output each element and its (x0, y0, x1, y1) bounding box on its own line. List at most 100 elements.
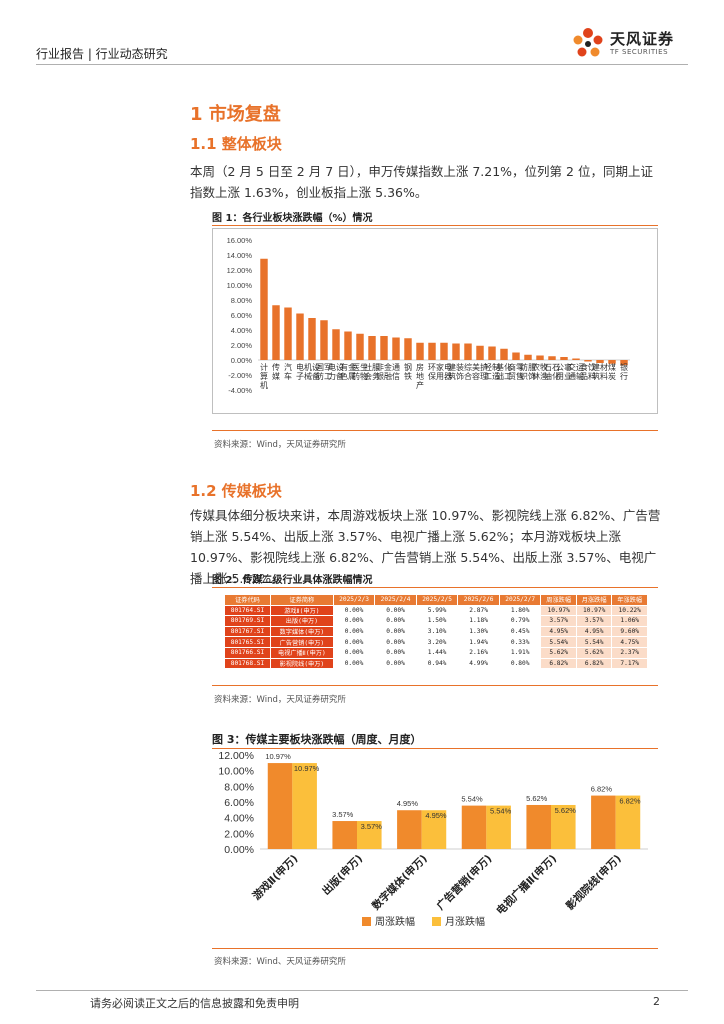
data-label: 4.95% (397, 799, 419, 808)
data-label: 5.54% (490, 807, 512, 816)
table-cell: 0.33% (498, 636, 542, 648)
subsection-heading-overall: 1.1 整体板块 (190, 135, 282, 153)
table-header-cell: 月涨跌幅 (575, 594, 613, 606)
svg-text:制: 制 (492, 362, 500, 372)
x-tick-label: 传媒 (272, 362, 280, 381)
table-cell: 0.00% (332, 625, 376, 638)
svg-text:工: 工 (484, 372, 492, 381)
svg-text:筑: 筑 (448, 371, 456, 381)
table-cell: 6.82% (540, 657, 577, 670)
y-tick-label: -4.00% (228, 386, 252, 395)
table-cell: 801765.SI (224, 636, 271, 648)
svg-text:地: 地 (416, 371, 424, 381)
svg-text:务: 务 (372, 371, 380, 381)
y-tick-label: 16.00% (227, 236, 253, 245)
svg-text:生: 生 (360, 362, 368, 372)
y-tick-label: 2.00% (224, 828, 254, 840)
svg-text:设: 设 (336, 362, 344, 372)
table-cell: 5.54% (540, 636, 577, 648)
table-header-cell: 2025/2/6 (457, 594, 500, 606)
figure3-source: 资料来源：Wind、天风证券研究所 (214, 957, 346, 967)
svg-text:融: 融 (384, 371, 392, 381)
data-label: 6.82% (619, 797, 641, 806)
svg-text:事: 事 (564, 362, 572, 372)
bar (392, 337, 400, 360)
svg-text:保: 保 (428, 371, 436, 381)
bar (548, 356, 556, 360)
x-tick-label: 数字媒体(申万) (369, 852, 430, 913)
x-tick-label: 电子 (296, 362, 304, 381)
svg-text:品: 品 (580, 372, 588, 381)
x-tick-label: 银行 (620, 362, 628, 381)
svg-text:产: 产 (416, 380, 424, 390)
bar (551, 804, 576, 849)
svg-text:电: 电 (328, 362, 336, 372)
table-cell: 0.00% (332, 657, 376, 670)
svg-text:运: 运 (576, 363, 584, 372)
bar (260, 258, 268, 360)
figure3-top-rule (212, 748, 658, 749)
svg-text:媒: 媒 (272, 372, 280, 381)
y-tick-label: 14.00% (227, 251, 253, 260)
logo-text-en: TF SECURITIES (610, 48, 669, 56)
table-cell: 出版(申万) (269, 615, 334, 627)
svg-text:银: 银 (376, 371, 384, 381)
x-tick-label: 煤炭 (608, 362, 616, 381)
y-tick-label: 10.00% (227, 281, 253, 290)
table-cell: 9.60% (611, 625, 648, 638)
table-cell: 电视广播Ⅱ(申万) (269, 646, 334, 659)
table-cell: 7.17% (611, 657, 648, 670)
bar (416, 342, 424, 360)
y-tick-label: 4.00% (224, 813, 254, 825)
table-cell: 0.00% (374, 636, 417, 648)
svg-text:料: 料 (588, 371, 596, 381)
table-row: 801767.SI 数字媒体(申万) 0.00% 0.00% 3.10% 1.30% 0.4… (224, 625, 648, 638)
svg-text:容: 容 (472, 371, 480, 381)
svg-text:有: 有 (340, 362, 348, 372)
legend-label: 周涨跌幅 (375, 915, 415, 928)
svg-text:算: 算 (260, 371, 268, 381)
y-tick-label: 10.00% (218, 766, 254, 778)
svg-text:通: 通 (392, 362, 400, 372)
media-subindustry-table: 证券代码 证券简称 2025/2/3 2025/2/4 2025/2/5 2025/2/6… (224, 594, 648, 670)
table-cell: 0.00% (374, 657, 417, 670)
table-cell: 1.80% (498, 604, 542, 617)
svg-text:物: 物 (360, 371, 368, 381)
svg-text:基: 基 (496, 362, 504, 372)
svg-text:电: 电 (444, 362, 452, 372)
legend-swatch (432, 917, 441, 926)
table-row: 801768.SI 影视院线(申万) 0.00% 0.00% 0.94% 4.99% 0.8… (224, 657, 648, 670)
table-cell: 1.30% (457, 625, 500, 638)
figure2-top-rule (212, 587, 658, 588)
figure2-bottom-rule (212, 685, 658, 686)
bar (476, 345, 484, 360)
table-header-cell: 2025/2/7 (498, 594, 542, 606)
section-heading: 1 市场复盘 (190, 104, 281, 125)
table-cell: 0.79% (498, 615, 542, 627)
svg-text:银: 银 (620, 362, 628, 372)
x-tick-label: 通信 (392, 362, 400, 381)
table-cell: 1.91% (498, 646, 542, 659)
svg-text:交: 交 (568, 362, 576, 372)
table-cell: 影视院线(申万) (269, 657, 334, 670)
svg-text:美: 美 (472, 362, 480, 372)
y-tick-label: 4.00% (231, 326, 253, 335)
figure1-source: 资料来源：Wind，天风证券研究所 (214, 440, 346, 450)
y-tick-label: 8.00% (231, 296, 253, 305)
svg-text:械: 械 (304, 371, 312, 381)
svg-text:通: 通 (568, 371, 576, 381)
bar (332, 329, 340, 360)
table-cell: 2.16% (457, 646, 500, 659)
svg-text:器: 器 (444, 372, 452, 381)
svg-text:会: 会 (364, 371, 372, 381)
bar (584, 360, 592, 362)
x-tick-label: 环保 (428, 363, 436, 381)
data-label: 10.97% (265, 752, 291, 761)
table-row: 801766.SI 电视广播Ⅱ(申万) 0.00% 0.00% 1.44% 2.16% 1.… (224, 646, 648, 659)
table-row: 801769.SI 出版(申万) 0.00% 0.00% 1.50% 1.18% 0.79%… (224, 615, 648, 627)
